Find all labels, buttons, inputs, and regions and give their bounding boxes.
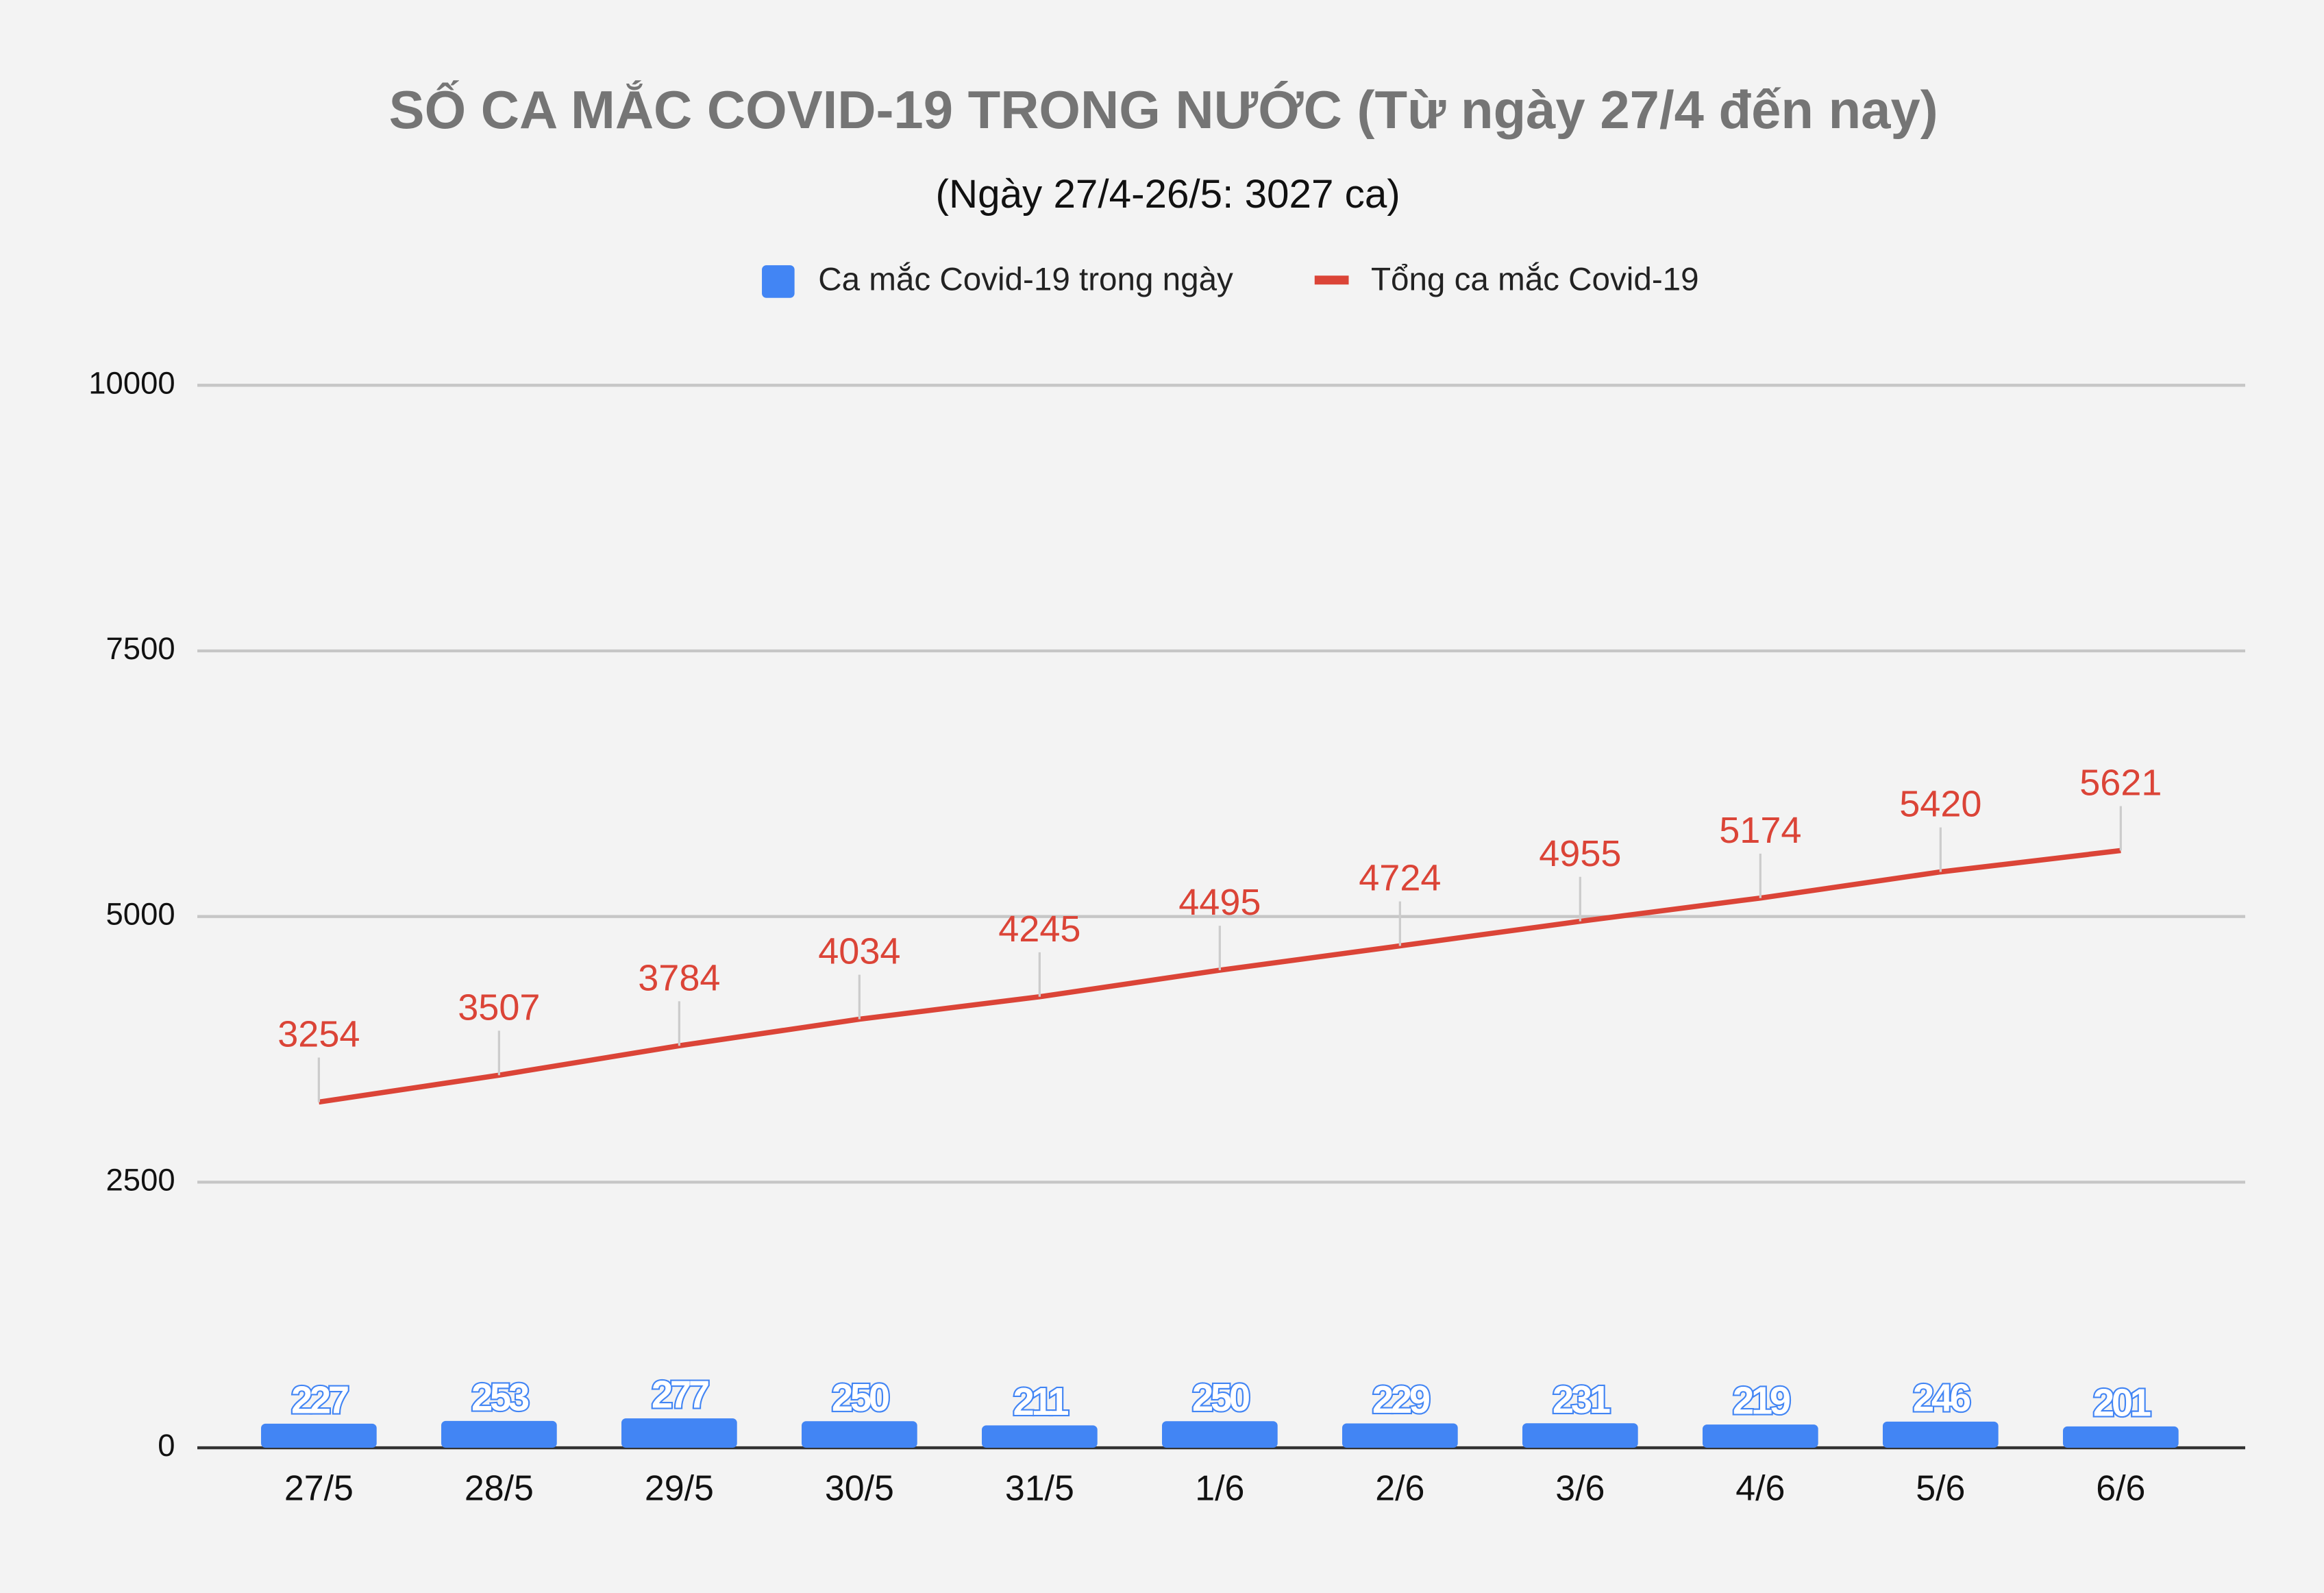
line-value-label: 4495	[1178, 882, 1261, 923]
line-value-label: 5174	[1719, 810, 1801, 851]
x-tick-label: 28/5	[465, 1468, 534, 1507]
x-tick-label: 31/5	[1005, 1468, 1074, 1507]
bar	[1162, 1421, 1278, 1448]
line-value-label: 5420	[1899, 784, 1981, 825]
bar	[2062, 1426, 2179, 1448]
bar-value-label: 201	[2093, 1381, 2151, 1424]
x-tick-label: 6/6	[2096, 1468, 2145, 1507]
line-value-label: 3507	[458, 987, 540, 1028]
legend-label: Tổng ca mắc Covid-19	[1371, 260, 1699, 297]
line-value-label: 3784	[638, 957, 720, 998]
bar-value-label: 211	[1013, 1380, 1068, 1423]
bar-value-label: 219	[1733, 1379, 1790, 1422]
bar	[1522, 1423, 1638, 1448]
bar-value-label: 250	[832, 1376, 889, 1419]
bar	[1342, 1423, 1458, 1448]
line-value-label: 4724	[1359, 858, 1441, 899]
legend-label: Ca mắc Covid-19 trong ngày	[818, 260, 1233, 297]
bar	[1882, 1421, 1999, 1448]
bar	[261, 1423, 377, 1448]
bar	[802, 1421, 917, 1448]
chart-title: SỐ CA MẮC COVID-19 TRONG NƯỚC (Từ ngày 2…	[389, 80, 1938, 140]
legend-swatch	[762, 265, 795, 298]
line-value-label: 4245	[998, 909, 1080, 950]
line-value-label: 3254	[277, 1014, 360, 1055]
bar	[621, 1418, 737, 1448]
line-value-label: 5621	[2079, 763, 2162, 804]
y-tick-label: 10000	[88, 365, 175, 400]
line-value-label: 4034	[818, 931, 900, 972]
bar-value-label: 229	[1372, 1378, 1430, 1421]
bar	[982, 1425, 1098, 1448]
chart-subtitle: (Ngày 27/4-26/5: 3027 ca)	[936, 172, 1400, 217]
x-tick-label: 5/6	[1916, 1468, 1965, 1507]
bar-value-label: 227	[291, 1378, 348, 1421]
bar	[1702, 1424, 1818, 1448]
line-value-label: 4955	[1539, 833, 1621, 874]
bar-value-label: 250	[1192, 1376, 1249, 1419]
x-tick-label: 29/5	[645, 1468, 714, 1507]
x-tick-label: 3/6	[1555, 1468, 1605, 1507]
bar-value-label: 231	[1553, 1378, 1610, 1421]
x-tick-label: 27/5	[284, 1468, 354, 1507]
y-tick-label: 2500	[106, 1162, 175, 1197]
bar-value-label: 253	[471, 1375, 529, 1418]
y-tick-label: 5000	[106, 897, 175, 932]
x-tick-label: 30/5	[825, 1468, 894, 1507]
y-tick-label: 0	[158, 1428, 175, 1463]
y-tick-label: 7500	[106, 631, 175, 666]
bar-value-label: 246	[1913, 1376, 1970, 1419]
legend-swatch	[1314, 275, 1349, 285]
x-tick-label: 2/6	[1375, 1468, 1424, 1507]
x-tick-label: 1/6	[1195, 1468, 1244, 1507]
bar-value-label: 277	[652, 1373, 708, 1416]
bar	[441, 1420, 557, 1448]
x-tick-label: 4/6	[1735, 1468, 1785, 1507]
